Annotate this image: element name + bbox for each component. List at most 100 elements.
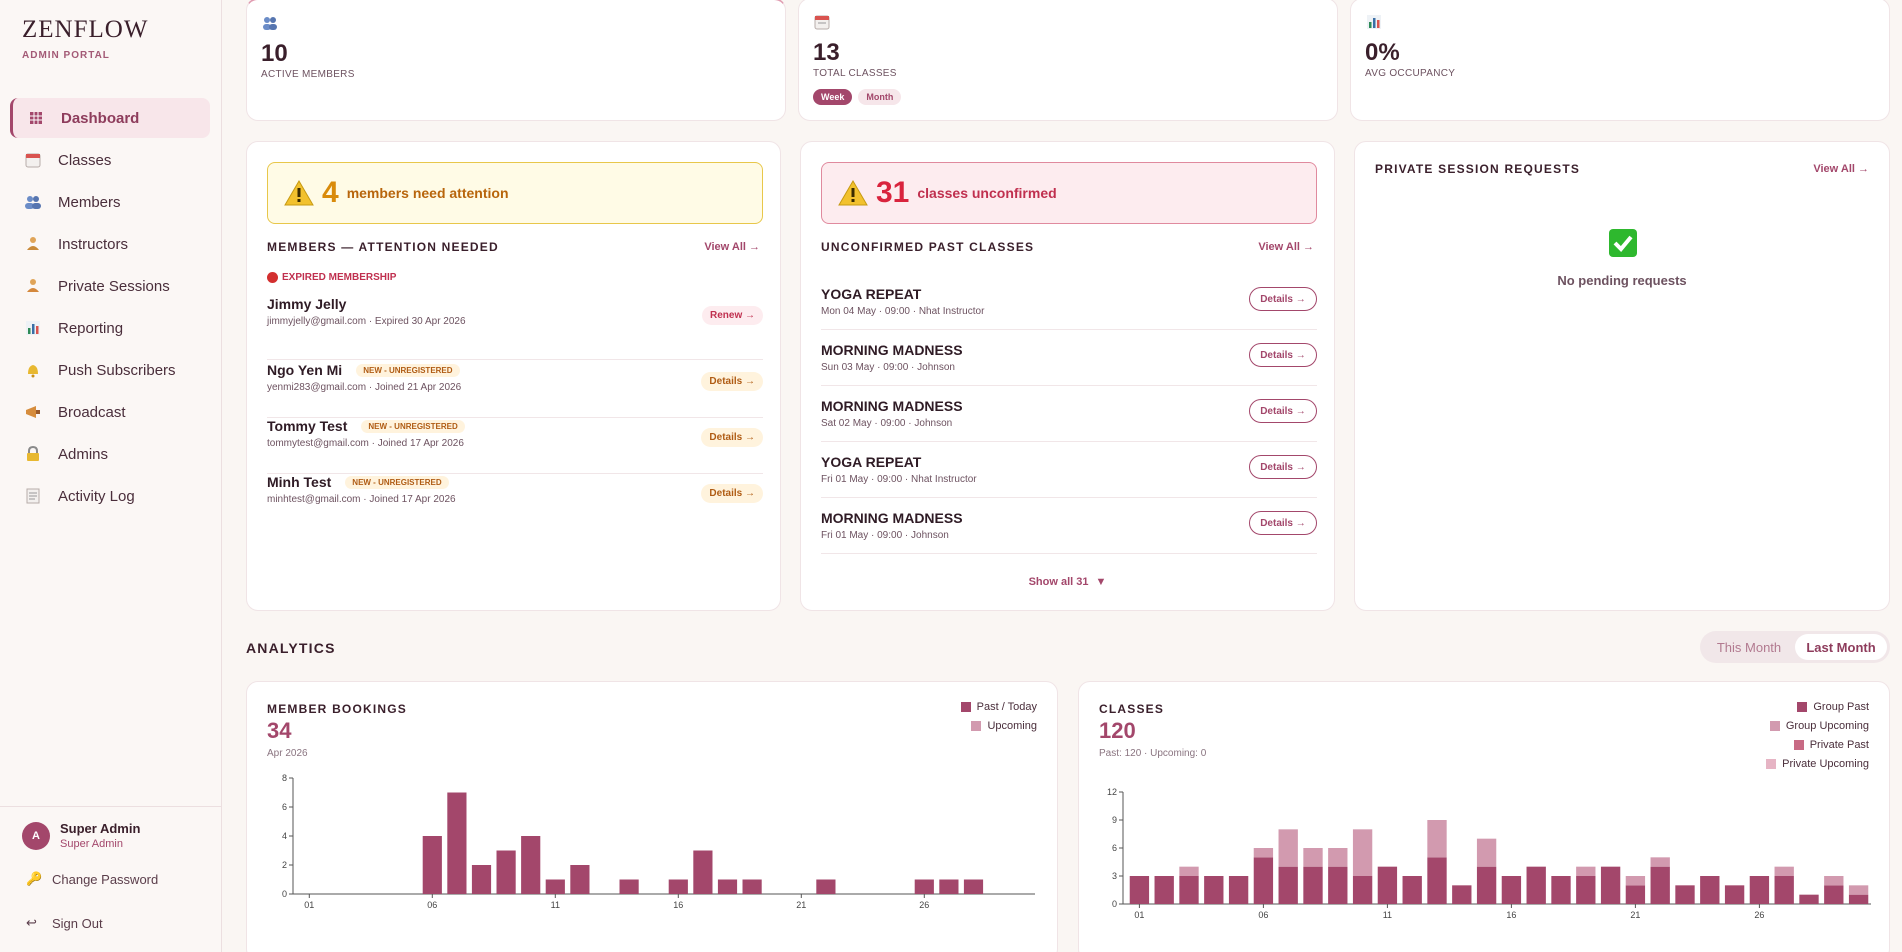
member-name: Tommy Test [267,418,348,434]
bar-past-today [742,879,762,894]
sidebar-item-label: Instructors [58,235,129,253]
bar-past-today [816,879,836,894]
members-view-all-link[interactable]: View All → [704,241,760,253]
bar-chart-icon [1367,15,1381,29]
period-toggle: Week Month [813,87,907,105]
y-tick-label: 9 [1112,815,1117,825]
sidebar-item-label: Dashboard [61,109,140,127]
warning-icon [838,180,868,206]
details-button[interactable]: Details → [701,372,763,391]
class-details-button[interactable]: Details → [1249,399,1317,423]
classes-alert-text: classes unconfirmed [917,185,1057,201]
sidebar-item-members[interactable]: Members [10,182,210,222]
user-name: Super Admin [60,821,141,836]
classes-chart-subtitle: Past: 120 · Upcoming: 0 [1099,748,1207,759]
bar-group-past [1402,876,1422,904]
sidebar-item-activity-log[interactable]: Activity Log [10,476,210,516]
renew-button[interactable]: Renew → [701,306,763,325]
bar-group-past [1724,885,1745,904]
y-tick-label: 12 [1107,787,1117,797]
legend-upcoming: Upcoming [961,716,1037,735]
user-profile[interactable]: A Super Admin Super Admin [22,821,140,850]
show-all-label: Show all 31 [1028,576,1089,588]
private-section-title: PRIVATE SESSION REQUESTS [1375,162,1581,176]
bar-group-past [1476,866,1497,904]
member-row: Tommy Test NEW - UNREGISTERED tommytest@gm… [267,418,763,474]
sidebar-item-dashboard[interactable]: Dashboard [10,98,210,138]
sidebar-item-instructors[interactable]: Instructors [10,224,210,264]
month-pill[interactable]: Month [858,89,902,105]
unconfirmed-classes-panel: 31 classes unconfirmed UNCONFIRMED PAST … [800,141,1335,611]
bar-group-past [1501,876,1522,904]
members-attention-panel: 4 members need attention MEMBERS — ATTEN… [246,141,781,611]
bar-past-today [496,850,516,894]
class-details-button[interactable]: Details → [1249,511,1317,535]
class-details-button[interactable]: Details → [1249,455,1317,479]
bar-group-upcoming [1650,857,1670,867]
classes-legend: Group Past Group Upcoming Private Past P… [1766,697,1869,773]
status-badge: NEW - UNREGISTERED [356,363,460,377]
x-tick-label: 26 [919,900,929,910]
legend-swatch [960,701,971,712]
bar-group-past [1452,885,1472,904]
total-classes-value: 13 [813,39,840,66]
show-all-button[interactable]: Show all 31 ▼ [801,576,1334,588]
details-button[interactable]: Details → [701,428,763,447]
class-details: Fri 01 May · 09:00 · Johnson [821,530,949,541]
change-password-link[interactable]: 🔑 Change Password [26,871,158,887]
bar-group-past [1675,885,1695,904]
sidebar-item-classes[interactable]: Classes [10,140,210,180]
bar-group-past [1427,857,1447,904]
details-button[interactable]: Details → [701,484,763,503]
y-tick-label: 8 [282,773,287,783]
class-details-button[interactable]: Details → [1249,287,1317,311]
sidebar-item-admins[interactable]: Admins [10,434,210,474]
private-view-all-link[interactable]: View All → [1813,163,1869,175]
members-alert: 4 members need attention [267,162,763,224]
sidebar-item-reporting[interactable]: Reporting [10,308,210,348]
bar-group-past [1204,876,1224,904]
y-tick-label: 6 [282,802,287,812]
week-pill[interactable]: Week [813,89,853,105]
classes-view-all-link[interactable]: View All → [1258,241,1314,253]
classes-section-title: UNCONFIRMED PAST CLASSES [821,240,1035,254]
class-name: MORNING MADNESS [821,398,963,414]
brand: ZENFLOW ADMIN PORTAL [22,16,148,61]
bar-past-today [471,865,492,894]
sidebar-item-push-subscribers[interactable]: Push Subscribers [10,350,210,390]
this-month-button[interactable]: This Month [1716,639,1782,655]
legend-past: Past / Today [960,697,1037,716]
bar-group-upcoming [1427,820,1447,858]
legend-swatch [1793,739,1804,750]
private-session-icon [24,277,42,295]
bar-group-past [1179,876,1199,904]
sign-out-icon: ↩ [26,915,37,930]
class-details-button[interactable]: Details → [1249,343,1317,367]
active-members-label: ACTIVE MEMBERS [261,69,355,80]
bar-past-today [914,879,934,894]
class-name: MORNING MADNESS [821,342,963,358]
legend-group-upcoming: Group Upcoming [1766,716,1869,735]
bar-group-past [1824,885,1844,904]
bar-group-past [1625,885,1646,904]
sidebar-item-private-sessions[interactable]: Private Sessions [10,266,210,306]
bar-group-past [1650,866,1670,904]
avg-occupancy-label: AVG OCCUPANCY [1365,68,1456,79]
bar-past-today [545,879,565,894]
class-row: MORNING MADNESS Fri 01 May · 09:00 · John… [821,498,1317,554]
bar-past-today [447,792,467,894]
y-tick-label: 0 [1112,899,1117,909]
class-name: YOGA REPEAT [821,454,922,470]
class-row: YOGA REPEAT Mon 04 May · 09:00 · Nhat Ins… [821,274,1317,330]
sign-out-link[interactable]: ↩ Sign Out [26,915,103,931]
y-tick-label: 2 [282,860,287,870]
legend-upcoming-label: Upcoming [987,719,1037,732]
last-month-button[interactable]: Last Month [1795,634,1887,660]
bar-past-today [570,865,590,894]
members-icon [24,193,42,211]
sidebar-item-broadcast[interactable]: Broadcast [10,392,210,432]
bar-group-upcoming [1352,829,1373,876]
y-tick-label: 3 [1112,871,1117,881]
member-details: jimmyjelly@gmail.com · Expired 30 Apr 20… [267,316,466,327]
bar-group-past [1774,876,1794,904]
